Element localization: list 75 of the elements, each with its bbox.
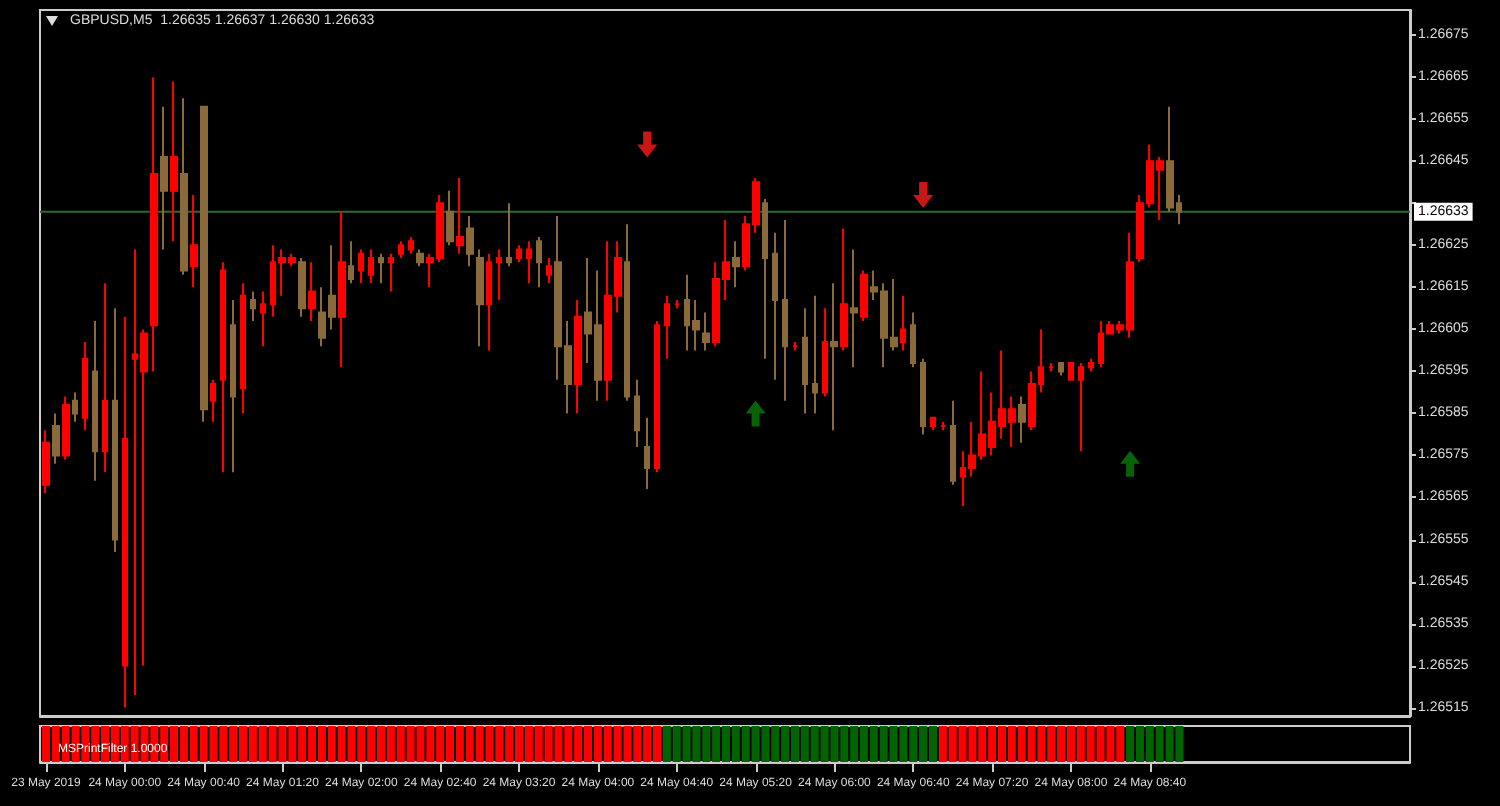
- point: [745, 400, 766, 427]
- candlestick: [358, 248, 364, 285]
- candlestick: [82, 340, 88, 432]
- candlestick: [860, 269, 868, 322]
- candlestick: [702, 311, 710, 352]
- candlestick: [398, 240, 404, 259]
- candlestick: [250, 290, 256, 322]
- candlestick: [456, 177, 464, 255]
- candlestick: [200, 105, 208, 423]
- candlestick: [526, 240, 532, 285]
- candlestick: [654, 319, 660, 474]
- candlestick: [378, 252, 384, 285]
- candlestick: [170, 80, 178, 243]
- candlestick: [850, 248, 858, 369]
- candlestick: [42, 429, 50, 495]
- candlestick: [92, 319, 98, 482]
- candlestick: [812, 294, 818, 415]
- candlestick: [102, 282, 108, 474]
- candlestick: [900, 294, 906, 352]
- point: [913, 181, 934, 208]
- candlestick: [732, 240, 740, 289]
- candlestick: [298, 256, 306, 318]
- candlestick: [506, 202, 512, 268]
- candlestick: [446, 189, 454, 247]
- candlestick: [486, 252, 492, 352]
- candlestick: [664, 294, 670, 360]
- candlestick: [822, 307, 828, 398]
- candlestick: [72, 391, 78, 423]
- candlestick: [388, 252, 394, 293]
- candlestick: [348, 240, 354, 285]
- candlestick: [634, 378, 640, 449]
- candlestick: [220, 261, 226, 474]
- candlestick: [920, 357, 926, 436]
- candlestick: [546, 256, 552, 285]
- point: [637, 131, 658, 158]
- candlestick: [840, 227, 848, 352]
- candlestick: [910, 311, 916, 369]
- candlestick: [950, 399, 956, 486]
- candlestick: [476, 248, 484, 348]
- candlestick: [1018, 395, 1026, 444]
- point: [1120, 450, 1141, 477]
- candlestick: [830, 282, 838, 432]
- candlestick: [180, 97, 188, 276]
- candlestick: [210, 378, 216, 423]
- candlestick: [160, 105, 168, 251]
- candlestick: [1078, 362, 1084, 453]
- candlestick: [574, 298, 582, 415]
- candlestick: [260, 290, 266, 348]
- candlestick: [112, 307, 118, 554]
- candlestick: [190, 193, 198, 289]
- candlestick: [762, 198, 768, 360]
- candlestick: [368, 248, 374, 285]
- candlestick: [1088, 357, 1094, 373]
- candlestick: [240, 282, 246, 415]
- candlestick: [408, 235, 414, 255]
- candlestick: [308, 261, 316, 322]
- candlestick: [416, 248, 424, 268]
- candlestick: [122, 315, 128, 709]
- candlestick: [496, 248, 502, 301]
- candlestick: [62, 395, 70, 461]
- candlestick: [624, 223, 630, 402]
- candlestick: [782, 219, 788, 402]
- candlestick: [516, 244, 522, 264]
- candlestick: [772, 231, 778, 381]
- candlestick: [1058, 362, 1064, 377]
- candlestick: [338, 210, 346, 369]
- candlestick: [930, 416, 936, 432]
- candlestick: [150, 76, 158, 373]
- candlestick: [466, 214, 474, 268]
- candlestick: [1068, 362, 1074, 381]
- candlestick: [536, 235, 542, 289]
- candlestick: [802, 307, 808, 415]
- candlestick: [230, 298, 236, 474]
- candlestick: [52, 412, 60, 465]
- candlestick: [644, 416, 650, 491]
